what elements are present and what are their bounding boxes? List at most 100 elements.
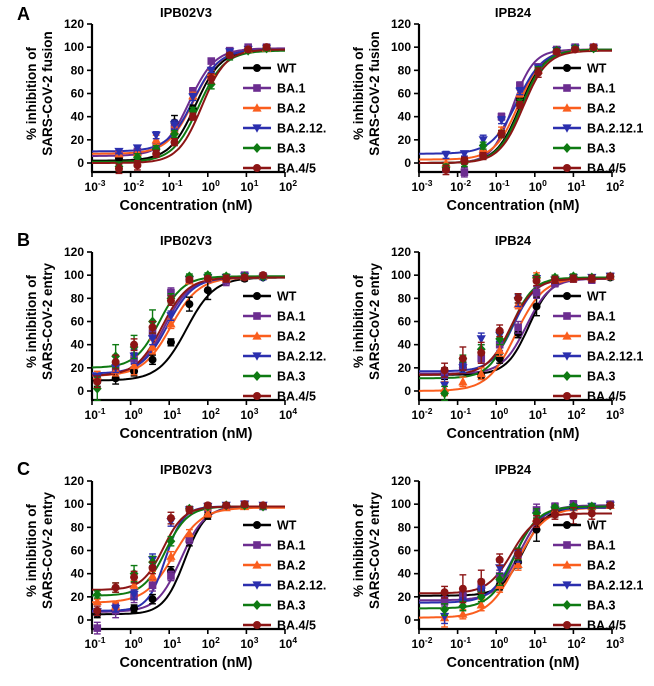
- legend-label: BA.1: [587, 539, 616, 553]
- x-tick-label: 102: [202, 635, 220, 651]
- x-tick-label: 104: [279, 406, 297, 422]
- legend-entry-WT: WT: [553, 519, 607, 533]
- data-point-BA.2: [129, 580, 139, 589]
- series-curve-BA.4/5: [92, 48, 285, 164]
- legend-marker-BA.2: [562, 103, 572, 112]
- data-point-BA.2: [495, 345, 505, 355]
- legend-entry-BA.4/5: BA.4/5: [553, 390, 626, 404]
- x-tick-label: 104: [279, 635, 297, 651]
- data-point-BA.2.12.1: [515, 87, 525, 96]
- x-tick-label: 103: [240, 635, 258, 651]
- data-point-BA.2.12.1: [459, 150, 469, 159]
- data-point-BA.4/5: [240, 273, 249, 282]
- panel-label-b: B: [17, 230, 30, 250]
- x-tick-label: 101: [163, 406, 181, 422]
- data-point-BA.4/5: [111, 358, 120, 367]
- data-point-BA.4/5: [569, 511, 578, 520]
- data-point-BA.2.12.: [166, 312, 176, 321]
- legend-entry-BA.2.12.: BA.2.12.: [243, 350, 326, 364]
- data-point-BA.4/5: [534, 68, 543, 77]
- data-point-BA.4/5: [148, 563, 157, 572]
- legend-marker-BA.4/5: [563, 392, 571, 400]
- legend-entry-BA.1: BA.1: [243, 82, 306, 96]
- data-point-BA.3: [495, 574, 505, 585]
- legend-entry-BA.4/5: BA.4/5: [553, 162, 626, 176]
- data-point-WT: [148, 355, 157, 364]
- data-point-BA.2: [166, 319, 176, 328]
- series-curve-BA.4/5: [419, 512, 612, 595]
- y-tick-label: 60: [71, 544, 85, 558]
- y-tick-label: 80: [71, 63, 85, 77]
- data-point-BA.4/5: [114, 164, 123, 173]
- data-point-BA.4/5: [495, 555, 504, 564]
- data-point-BA.4/5: [569, 274, 578, 283]
- data-point-BA.4/5: [222, 501, 231, 510]
- legend-label: BA.1: [587, 82, 616, 96]
- legend-entry-BA.2: BA.2: [553, 102, 616, 116]
- legend-marker-BA.3: [562, 371, 572, 381]
- x-tick-label: 10-1: [85, 406, 106, 422]
- series-curve-BA.3: [92, 49, 285, 163]
- data-point-BA.3: [92, 383, 102, 394]
- data-point-BA.4/5: [441, 165, 450, 174]
- legend-label: BA.4/5: [277, 162, 316, 176]
- data-point-BA.3: [458, 601, 468, 612]
- chart-svg-c-ipb24: IPB24 0 20 40 60 80 100 120 10-2 10-1 100 101 102 103…: [351, 462, 643, 671]
- y-tick-label: 120: [391, 17, 411, 31]
- y-tick-label: 60: [398, 544, 412, 558]
- series-curve-BA.4/5: [419, 49, 612, 164]
- data-point-BA.4/5: [225, 51, 234, 60]
- y-tick-label: 120: [64, 474, 84, 488]
- y-axis-label-line2: SARS-CoV-2 entry: [40, 262, 55, 380]
- legend-label: BA.2: [587, 330, 616, 344]
- data-point-BA.4/5: [259, 501, 268, 510]
- data-point-WT: [130, 604, 139, 613]
- y-tick-label: 20: [398, 361, 412, 375]
- legend-label: BA.1: [587, 310, 616, 324]
- data-point-BA.4/5: [203, 274, 212, 283]
- data-point-BA.1: [167, 288, 175, 297]
- chart-title: IPB24: [495, 233, 532, 248]
- legend-marker-BA.3: [252, 143, 262, 153]
- data-point-BA.2: [513, 559, 523, 568]
- data-point-WT: [203, 286, 212, 295]
- y-tick-label: 0: [404, 156, 411, 170]
- data-point-BA.4/5: [148, 323, 157, 332]
- legend-label: BA.3: [277, 599, 306, 613]
- y-tick-label: 60: [398, 87, 412, 101]
- y-axis-label-line1: % inhibition of: [351, 504, 366, 597]
- x-tick-label: 101: [163, 635, 181, 651]
- legend-entry-BA.1: BA.1: [553, 310, 616, 324]
- legend-entry-BA.2: BA.2: [553, 330, 616, 344]
- legend-entry-WT: WT: [243, 519, 297, 533]
- y-tick-label: 40: [398, 567, 412, 581]
- legend-label: BA.3: [587, 142, 616, 156]
- legend-label: WT: [587, 519, 607, 533]
- legend-marker-BA.1: [253, 84, 261, 92]
- data-point-BA.3: [587, 501, 597, 512]
- legend-entry-WT: WT: [243, 62, 297, 76]
- chart-b-ipb24: IPB24 0 20 40 60 80 100 120 10-2 10-1 100 101 102 103…: [327, 228, 654, 457]
- legend-label: BA.2: [277, 559, 306, 573]
- data-point-BA.4/5: [495, 326, 504, 335]
- legend-entry-BA.1: BA.1: [553, 539, 616, 553]
- data-point-BA.2.12.1: [478, 136, 488, 145]
- data-point-BA.4/5: [240, 500, 249, 509]
- data-point-BA.4/5: [259, 271, 268, 280]
- data-point-BA.4/5: [203, 501, 212, 510]
- x-tick-label: 102: [202, 406, 220, 422]
- chart-svg-a-ipb02v3: IPB02V3 0 20 40 60 80 100 120 10-3 10-2 10-1 100 101…: [24, 5, 326, 214]
- chart-title: IPB02V3: [160, 462, 212, 477]
- legend-marker-BA.1: [563, 84, 571, 92]
- y-tick-label: 80: [71, 520, 85, 534]
- legend-label: WT: [587, 62, 607, 76]
- legend-label: BA.4/5: [587, 619, 626, 633]
- legend-marker-BA.1: [253, 312, 261, 320]
- data-point-BA.4/5: [152, 149, 161, 158]
- data-point-BA.1: [532, 288, 541, 297]
- legend-marker-BA.2.12.: [252, 352, 262, 361]
- chart-a-ipb02v3: IPB02V3 0 20 40 60 80 100 120 10-3 10-2 10-1 100 101…: [0, 0, 327, 229]
- legend-label: BA.2: [277, 102, 306, 116]
- data-point-BA.4/5: [166, 514, 175, 523]
- legend-marker-BA.4/5: [563, 164, 571, 172]
